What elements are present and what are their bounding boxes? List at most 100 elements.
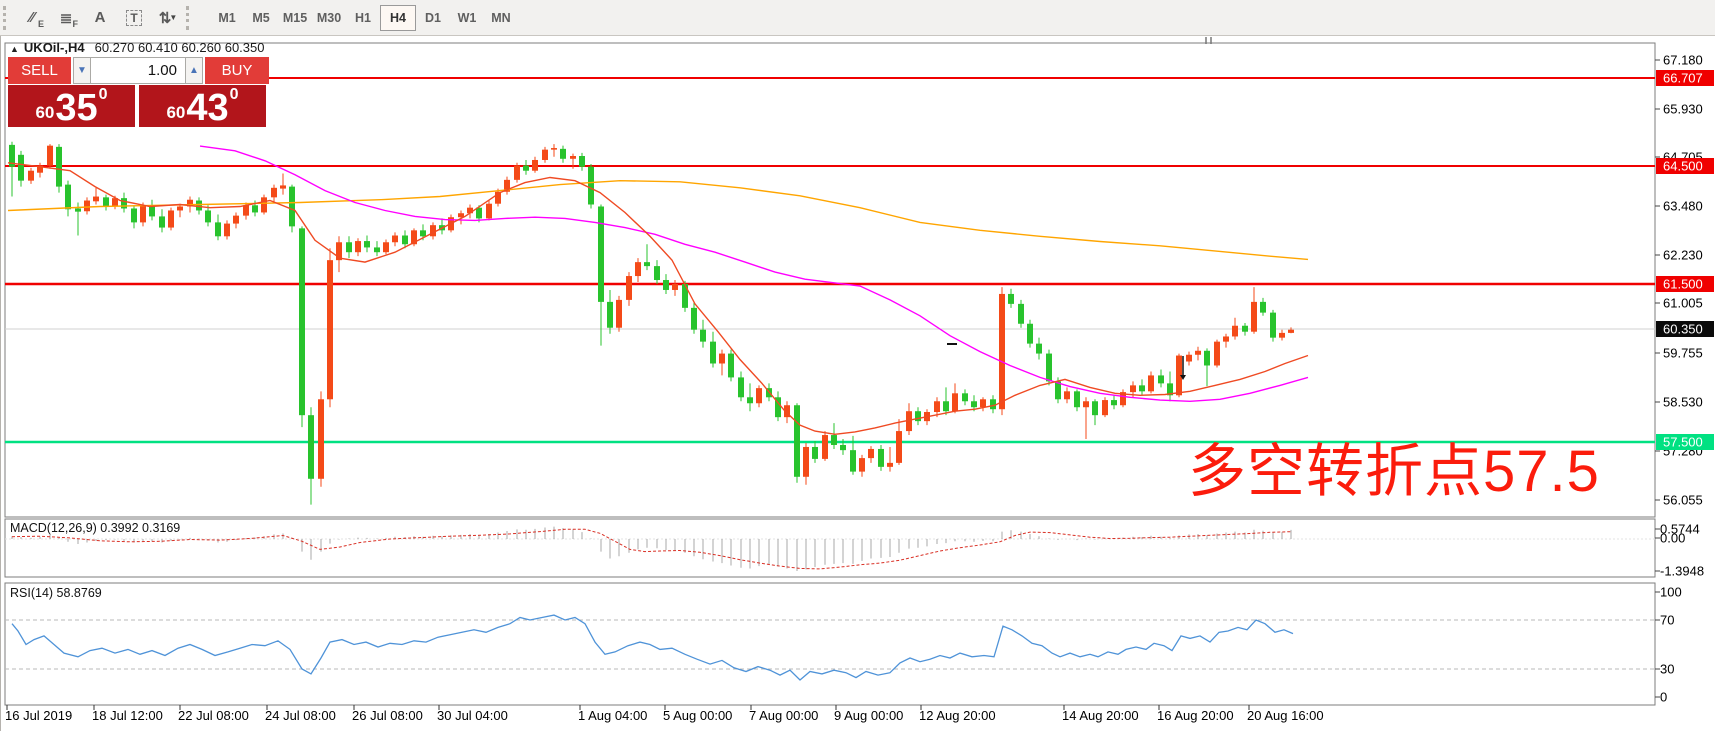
sell-price-major: 60 <box>35 103 55 122</box>
candle <box>551 148 557 150</box>
candle <box>1111 400 1117 406</box>
candle <box>1018 303 1024 324</box>
ma-fast-red <box>7 162 1309 436</box>
candle <box>215 222 221 237</box>
candle <box>850 450 856 472</box>
svg-text:7 Aug 00:00: 7 Aug 00:00 <box>749 708 818 723</box>
candle <box>1158 375 1164 384</box>
timeframe-m15-button[interactable]: M15 <box>282 10 308 25</box>
timeframe-m30-button[interactable]: M30 <box>316 10 342 25</box>
timeframe-m1-button[interactable]: M1 <box>218 10 236 25</box>
candle <box>514 165 520 180</box>
toolbar-grip-2[interactable] <box>186 5 194 30</box>
candle <box>1260 301 1266 313</box>
candle <box>84 200 90 212</box>
candle <box>149 205 155 217</box>
candle <box>822 435 828 459</box>
candle <box>336 242 342 261</box>
volume-increase-button[interactable]: ▲ <box>185 57 203 84</box>
candle <box>196 200 202 211</box>
buy-price-pip: 0 <box>229 86 239 103</box>
candle <box>280 185 286 189</box>
price-badge <box>1656 434 1714 450</box>
candle <box>28 170 34 181</box>
candle <box>159 216 165 228</box>
candle <box>495 191 501 204</box>
candle <box>626 276 632 300</box>
timeframe-d1-button[interactable]: D1 <box>425 10 441 25</box>
volume-decrease-button[interactable]: ▼ <box>73 57 91 84</box>
svg-text:22 Jul 08:00: 22 Jul 08:00 <box>178 708 249 723</box>
buy-price-major: 60 <box>166 103 186 122</box>
drawing-tools-group: ⁄⁄ E ≣ F A T ⇅ ▼ <box>17 5 183 31</box>
candle <box>402 235 408 245</box>
candle <box>1242 325 1248 332</box>
candle <box>1186 354 1192 362</box>
candle <box>1176 355 1182 396</box>
candle <box>560 148 566 159</box>
candle <box>374 247 380 253</box>
fibonacci-retracement-icon[interactable]: ≣ F <box>59 9 78 29</box>
candle <box>747 397 753 404</box>
svg-text:1 Aug 04:00: 1 Aug 04:00 <box>578 708 647 723</box>
candle <box>710 341 716 364</box>
sell-button[interactable]: SELL <box>8 57 73 84</box>
svg-text:16 Jul 2019: 16 Jul 2019 <box>5 708 72 723</box>
candle <box>1148 375 1154 392</box>
price-axis[interactable]: 67.18065.93064.70563.48062.23061.00559.7… <box>1655 43 1715 705</box>
candle <box>728 353 734 378</box>
candle <box>1083 401 1089 408</box>
svg-text:0: 0 <box>1660 690 1667 705</box>
candle <box>598 206 604 302</box>
candle <box>616 299 622 328</box>
candle <box>252 205 258 213</box>
candle <box>999 293 1005 410</box>
candle <box>1008 293 1014 304</box>
candle <box>644 262 650 267</box>
buy-button[interactable]: BUY <box>203 57 269 84</box>
text-icon[interactable]: A <box>94 9 106 26</box>
svg-text:100: 100 <box>1660 585 1682 600</box>
candle <box>700 329 706 342</box>
price-badge <box>1656 70 1714 86</box>
timeframe-w1-button[interactable]: W1 <box>457 10 477 25</box>
price-scale[interactable] <box>1656 43 1715 705</box>
chart-surface[interactable]: MACD(12,26,9) 0.3992 0.3169 RSI(14) 58.87… <box>0 35 1715 731</box>
expand-arrow-icon[interactable]: ▲ <box>10 44 19 54</box>
candle <box>299 228 305 416</box>
text-label-icon[interactable]: T <box>119 5 149 31</box>
svg-text:63.480: 63.480 <box>1663 199 1703 214</box>
svg-text:12 Aug 20:00: 12 Aug 20:00 <box>919 708 996 723</box>
candle <box>1279 332 1285 338</box>
candle <box>1064 391 1070 400</box>
candle <box>980 399 986 408</box>
rsi-pane: RSI(14) 58.8769 <box>5 586 1655 681</box>
candle <box>756 388 762 404</box>
drawn-objects <box>947 343 1186 380</box>
timeframe-mn-button[interactable]: MN <box>491 10 511 25</box>
candle <box>1139 385 1145 392</box>
timeframe-m5-button[interactable]: M5 <box>252 10 270 25</box>
macd-pane: MACD(12,26,9) 0.3992 0.3169 <box>5 521 1655 571</box>
candle <box>952 393 958 412</box>
candle <box>233 215 239 224</box>
candle <box>1214 341 1220 366</box>
timeframe-h1-button[interactable]: H1 <box>355 10 371 25</box>
time-axis[interactable]: 16 Jul 2019 18 Jul 12:00 22 Jul 08:00 24 Ju… <box>5 705 1324 723</box>
svg-text:64.500: 64.500 <box>1663 159 1703 174</box>
svg-text:30: 30 <box>1660 662 1674 677</box>
trade-panel: SELL ▼ 1.00 ▲ BUY 60 35 0 60 43 0 <box>8 57 270 127</box>
toolbar-grip[interactable] <box>3 5 11 30</box>
candles <box>9 141 1294 505</box>
candle <box>140 205 146 223</box>
volume-input[interactable]: 1.00 <box>91 57 185 84</box>
timeframe-h4-button[interactable]: H4 <box>380 4 416 31</box>
buy-price-box[interactable]: 60 43 0 <box>139 85 266 127</box>
ma-slow-orange <box>7 179 1309 261</box>
candle <box>607 301 613 328</box>
candle <box>1027 323 1033 344</box>
equidistant-channel-icon[interactable]: ⁄⁄ E <box>29 9 44 29</box>
sell-price-box[interactable]: 60 35 0 <box>8 85 135 127</box>
arrows-tool-icon[interactable]: ⇅ ▼ <box>158 9 178 27</box>
ohlc-values: 60.270 60.410 60.260 60.350 <box>94 40 265 55</box>
